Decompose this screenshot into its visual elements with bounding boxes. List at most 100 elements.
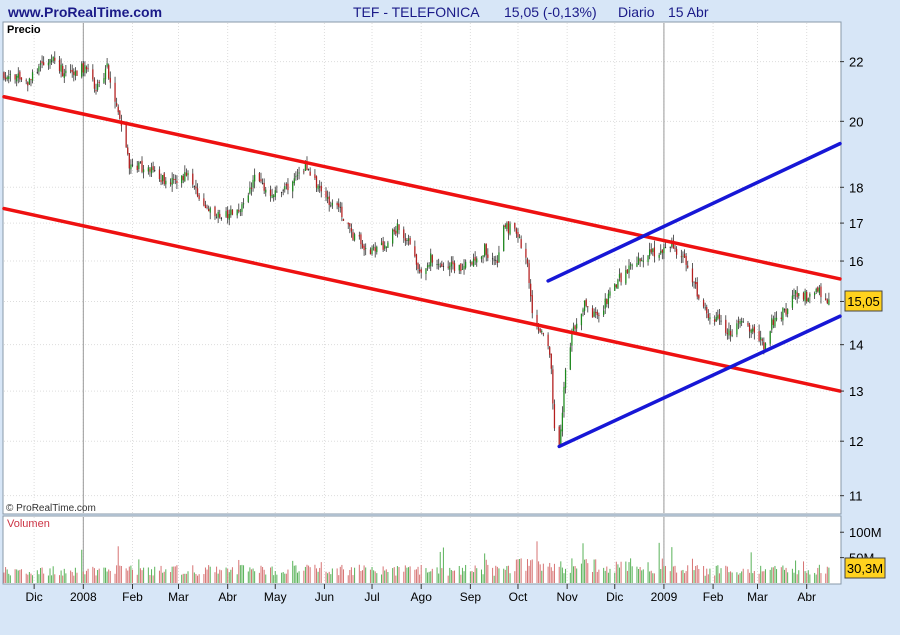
candle-body bbox=[675, 248, 678, 255]
candle-body bbox=[549, 347, 551, 355]
candle-body bbox=[526, 259, 529, 264]
candle-body bbox=[62, 65, 64, 77]
candle-body bbox=[141, 160, 143, 172]
candle-body bbox=[728, 329, 730, 336]
candle-body bbox=[530, 283, 532, 297]
candle-body bbox=[439, 265, 441, 267]
date-tick-label: Abr bbox=[218, 590, 237, 604]
candle-body bbox=[706, 307, 708, 314]
candle-body bbox=[17, 73, 19, 78]
candle-body bbox=[81, 63, 83, 77]
candle-body bbox=[438, 264, 440, 266]
candle-body bbox=[772, 319, 775, 325]
candle-body bbox=[182, 175, 184, 181]
quote-text: 15,05 (-0,13%) bbox=[504, 4, 597, 20]
candle-body bbox=[385, 246, 387, 248]
candle-body bbox=[380, 242, 383, 246]
price-tick-label: 16 bbox=[849, 254, 863, 269]
candle-body bbox=[748, 324, 751, 332]
price-tick-label: 22 bbox=[849, 55, 863, 70]
candle-body bbox=[449, 265, 451, 270]
candle-body bbox=[149, 168, 151, 172]
candle-body bbox=[163, 173, 165, 185]
candle-body bbox=[658, 254, 660, 258]
price-tick-label: 17 bbox=[849, 216, 863, 231]
candle-body bbox=[136, 165, 138, 170]
candle-body bbox=[639, 258, 641, 262]
candle-body bbox=[306, 162, 308, 171]
candle-body bbox=[752, 328, 754, 332]
candle-body bbox=[591, 308, 594, 318]
candle-body bbox=[669, 246, 671, 248]
last-volume-label: 30,3M bbox=[847, 561, 883, 576]
candle-body bbox=[637, 257, 640, 264]
candle-body bbox=[504, 225, 506, 227]
candle-body bbox=[625, 270, 627, 284]
candle-body bbox=[574, 325, 576, 330]
date-tick-label: 2009 bbox=[651, 590, 678, 604]
candle-body bbox=[493, 259, 495, 261]
candle-body bbox=[295, 176, 297, 178]
candle-body bbox=[826, 299, 828, 304]
candle-body bbox=[353, 234, 356, 241]
candle-body bbox=[250, 187, 253, 189]
site-title[interactable]: www.ProRealTime.com bbox=[7, 4, 162, 20]
candle-body bbox=[817, 287, 819, 292]
candle-body bbox=[176, 180, 178, 184]
candle-body bbox=[420, 269, 422, 273]
candle-body bbox=[252, 179, 254, 188]
candle-body bbox=[414, 246, 416, 257]
candle-body bbox=[192, 173, 194, 185]
candle-body bbox=[198, 195, 200, 200]
candle-body bbox=[342, 219, 345, 221]
candle-body bbox=[336, 202, 338, 206]
candle-body bbox=[47, 62, 50, 66]
candle-body bbox=[585, 299, 587, 306]
candle-body bbox=[238, 209, 240, 212]
candle-body bbox=[54, 57, 56, 61]
candlesticks bbox=[3, 51, 830, 448]
candle-body bbox=[707, 314, 709, 318]
candle-body bbox=[317, 185, 319, 190]
candle-body bbox=[495, 259, 497, 261]
candle-body bbox=[428, 264, 430, 267]
candle-body bbox=[185, 172, 188, 176]
price-tick-label: 18 bbox=[849, 180, 863, 195]
candle-body bbox=[606, 299, 608, 304]
candle-body bbox=[195, 186, 197, 189]
candle-body bbox=[150, 167, 153, 174]
candle-body bbox=[119, 110, 121, 119]
candle-body bbox=[671, 241, 673, 247]
candle-body bbox=[350, 228, 353, 232]
candle-body bbox=[125, 125, 127, 148]
candle-body bbox=[258, 173, 261, 182]
date-tick-label: Sep bbox=[460, 590, 482, 604]
candle-body bbox=[791, 295, 794, 308]
candle-body bbox=[142, 169, 145, 173]
candle-body bbox=[407, 238, 410, 241]
candle-body bbox=[503, 225, 505, 252]
candle-body bbox=[617, 279, 619, 289]
candle-body bbox=[230, 209, 232, 216]
candle-body bbox=[38, 66, 40, 72]
date-tick-label: Abr bbox=[797, 590, 816, 604]
candle-body bbox=[520, 239, 522, 248]
candle-body bbox=[19, 71, 21, 80]
price-tick-label: 11 bbox=[849, 489, 863, 504]
candle-body bbox=[315, 176, 318, 188]
candle-body bbox=[828, 299, 830, 305]
candle-body bbox=[326, 197, 329, 199]
candle-body bbox=[152, 166, 154, 170]
candle-body bbox=[82, 63, 84, 73]
price-tick-label: 13 bbox=[849, 384, 863, 399]
candle-body bbox=[20, 77, 23, 80]
candle-body bbox=[347, 222, 349, 225]
candle-body bbox=[203, 198, 205, 206]
candle-body bbox=[372, 246, 375, 248]
candle-body bbox=[314, 174, 316, 178]
red-channel-line bbox=[2, 95, 842, 281]
candle-body bbox=[214, 206, 216, 217]
candle-body bbox=[798, 293, 800, 297]
candle-body bbox=[618, 274, 621, 278]
candle-body bbox=[447, 266, 449, 268]
